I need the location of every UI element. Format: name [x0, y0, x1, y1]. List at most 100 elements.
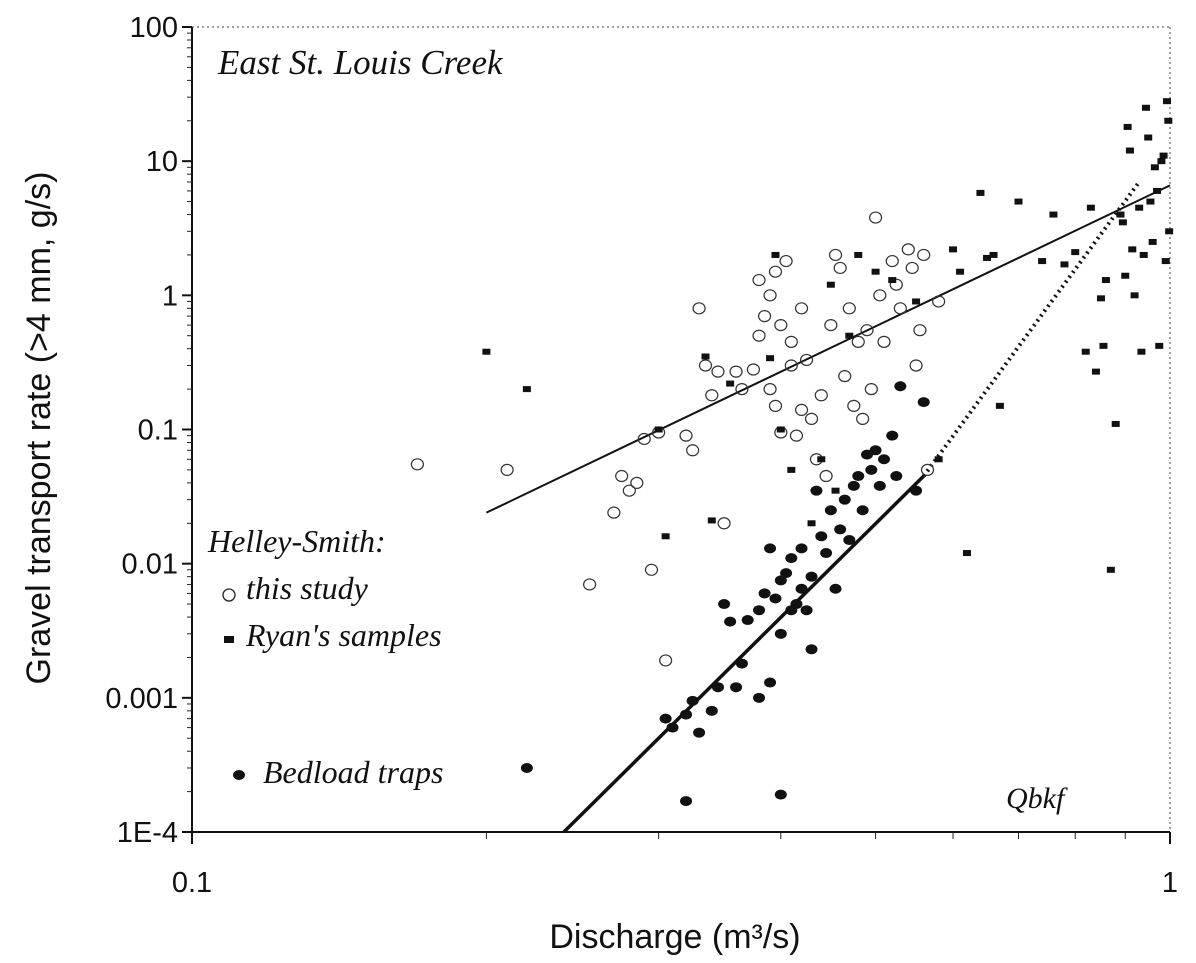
point-bedload-trap — [805, 644, 818, 655]
point-this-study — [842, 302, 856, 315]
point-bedload-trap — [758, 588, 771, 599]
point-bedload-trap — [820, 548, 833, 559]
point-this-study — [752, 273, 766, 287]
point-bedload-trap — [753, 605, 766, 616]
point-ryans-samples — [1163, 98, 1172, 105]
y-tick-label: 0.001 — [105, 683, 178, 715]
legend-label-ryans-samples: Ryan's samples — [245, 617, 442, 653]
point-ryans-samples — [976, 189, 985, 196]
point-this-study — [828, 248, 843, 262]
point-ryans-samples — [1096, 295, 1105, 302]
legend: Helley-Smith: this study Ryan's samples … — [207, 523, 443, 790]
point-ryans-samples — [962, 550, 971, 557]
point-bedload-trap — [769, 593, 782, 604]
point-this-study — [794, 403, 809, 416]
point-bedload-trap — [856, 505, 869, 516]
point-bedload-trap — [824, 505, 837, 516]
point-bedload-trap — [730, 682, 743, 693]
point-this-study — [752, 329, 766, 342]
point-ryans-samples — [1157, 158, 1166, 165]
x-axis-title: Discharge (m³/s) — [549, 918, 800, 956]
point-this-study — [893, 302, 907, 315]
point-bedload-trap — [847, 480, 860, 491]
fit-lines — [485, 180, 1171, 834]
point-bedload-trap — [680, 796, 693, 807]
legend-label-this-study: this study — [246, 570, 369, 606]
point-ryans-samples — [1153, 187, 1162, 194]
point-ryans-samples — [707, 517, 716, 524]
y-tick-label: 0.01 — [122, 549, 178, 581]
point-bedload-trap — [790, 599, 803, 610]
point-this-study — [582, 578, 597, 591]
point-bedload-trap — [815, 531, 828, 542]
fit-line — [562, 474, 925, 834]
point-ryans-samples — [771, 251, 780, 258]
point-bedload-trap — [869, 445, 882, 456]
point-this-study — [768, 399, 783, 412]
point-this-study — [804, 412, 819, 425]
y-tick-label: 1 — [162, 280, 178, 312]
point-ryans-samples — [1150, 164, 1159, 171]
point-bedload-trap — [894, 381, 907, 392]
point-ryans-samples — [522, 386, 531, 393]
point-ryans-samples — [1155, 342, 1164, 349]
point-ryans-samples — [776, 426, 785, 433]
point-bedload-trap — [686, 695, 699, 706]
point-this-study — [763, 383, 777, 396]
point-this-study — [729, 365, 743, 378]
point-bedload-trap — [774, 575, 787, 586]
point-ryans-samples — [956, 268, 965, 275]
point-ryans-samples — [989, 251, 998, 258]
plot-frame — [191, 26, 1171, 833]
point-this-study — [644, 563, 659, 576]
point-this-study — [757, 310, 772, 323]
point-this-study — [799, 353, 814, 367]
point-ryans-samples — [1146, 198, 1155, 205]
point-bedload-trap — [886, 430, 899, 441]
point-bedload-trap — [795, 543, 808, 554]
point-this-study — [889, 278, 903, 291]
y-tick-label: 0.1 — [138, 415, 178, 447]
point-bedload-trap — [852, 471, 865, 482]
tick-labels: 1E-4 0.001 0.01 0.1 1 10 100 0.1 1 — [105, 12, 1178, 899]
legend-marker-filled-square — [224, 636, 234, 643]
fit-line — [485, 184, 1171, 514]
point-this-study — [622, 484, 636, 497]
point-this-study — [779, 254, 793, 268]
point-this-study — [784, 359, 798, 372]
point-bedload-trap — [705, 705, 718, 716]
point-ryans-samples — [1101, 277, 1110, 284]
point-this-study — [768, 265, 783, 278]
point-ryans-samples — [854, 251, 863, 258]
point-this-study — [763, 289, 777, 302]
point-ryans-samples — [787, 466, 796, 473]
point-ryans-samples — [983, 254, 992, 261]
point-this-study — [819, 469, 833, 483]
point-ryans-samples — [1164, 117, 1173, 124]
point-ryans-samples — [1049, 211, 1058, 218]
annotation-qbkf: Qbkf — [1006, 782, 1068, 815]
point-ryans-samples — [766, 355, 775, 362]
point-this-study — [637, 432, 651, 446]
point-bedload-trap — [910, 485, 923, 496]
point-this-study — [864, 383, 878, 396]
point-ryans-samples — [934, 456, 943, 463]
point-this-study — [630, 476, 644, 489]
point-bedload-trap — [680, 709, 693, 720]
point-ryans-samples — [1091, 368, 1100, 375]
point-ryans-samples — [1086, 204, 1095, 211]
point-ryans-samples — [1071, 249, 1080, 256]
point-ryans-samples — [1099, 342, 1108, 349]
point-this-study — [705, 389, 719, 402]
point-bedload-trap — [764, 677, 777, 688]
point-ryans-samples — [1148, 238, 1157, 245]
point-this-study — [873, 289, 887, 302]
point-ryans-samples — [661, 533, 670, 540]
point-this-study — [860, 324, 874, 337]
point-this-study — [932, 295, 946, 308]
point-bedload-trap — [785, 553, 798, 564]
point-bedload-trap — [873, 480, 886, 491]
point-bedload-trap — [800, 605, 813, 616]
y-axis-title: Gravel transport rate (>4 mm, g/s) — [20, 172, 58, 685]
point-bedload-trap — [724, 616, 737, 627]
